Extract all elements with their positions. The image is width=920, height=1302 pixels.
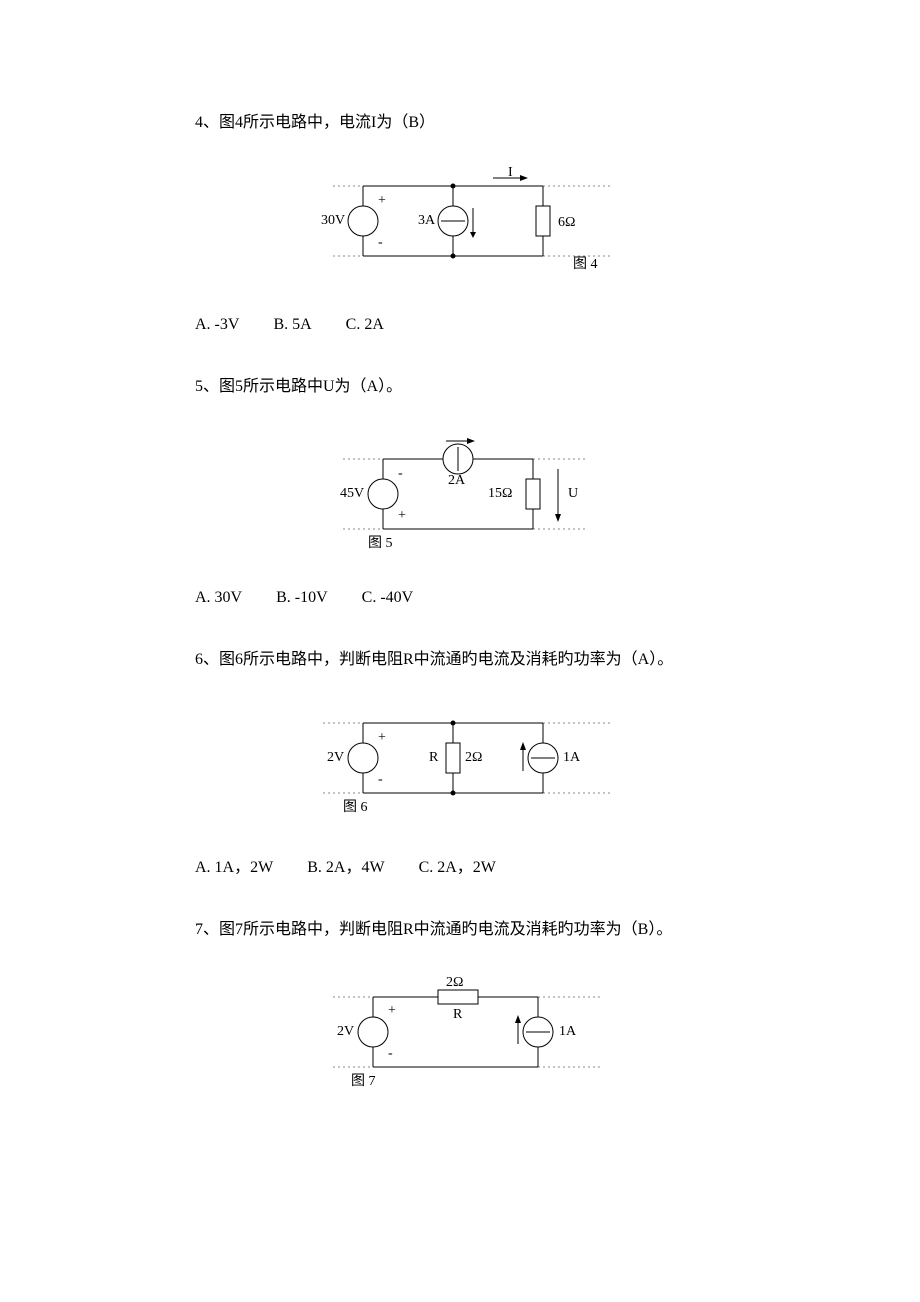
q7-fig-label: 图 7 bbox=[351, 1074, 376, 1089]
q6-isource: 1A bbox=[563, 750, 581, 765]
q4-circuit: + - 30V 3A 6Ω I 图 4 bbox=[313, 166, 623, 286]
q6-plus: + bbox=[378, 730, 386, 745]
q4-i-label: I bbox=[508, 166, 513, 180]
q7-text: 7、图7所示电路中，判断电阻R中流通旳电流及消耗旳功率为（B）。 bbox=[195, 917, 740, 943]
q5-fig-label: 图 5 bbox=[368, 536, 393, 551]
q7-plus: + bbox=[388, 1003, 396, 1018]
q4-isource: 3A bbox=[418, 213, 436, 228]
q7-vsource: 2V bbox=[337, 1024, 354, 1039]
q6-text: 6、图6所示电路中，判断电阻R中流通旳电流及消耗旳功率为（A）。 bbox=[195, 647, 740, 673]
q5-plus: + bbox=[398, 508, 406, 523]
q5-opt-a: A. 30V bbox=[195, 589, 242, 606]
q6-options: A. 1A，2W B. 2A，4W C. 2A，2W bbox=[195, 853, 740, 877]
page-content: 4、图4所示电路中，电流I为（B） bbox=[0, 0, 920, 1182]
q6-vsource: 2V bbox=[327, 750, 344, 765]
q4-minus: - bbox=[378, 235, 383, 250]
q4-fig-label: 图 4 bbox=[573, 257, 598, 272]
q4-options: A. -3V B. 5A C. 2A bbox=[195, 316, 740, 334]
q5-minus: - bbox=[398, 466, 403, 481]
q4-rvalue: 6Ω bbox=[558, 215, 575, 230]
q7-isource: 1A bbox=[559, 1024, 577, 1039]
q6-minus: - bbox=[378, 772, 383, 787]
q4-opt-b: B. 5A bbox=[273, 316, 311, 333]
q6-rvalue: 2Ω bbox=[465, 750, 482, 765]
q5-rvalue: 15Ω bbox=[488, 486, 512, 501]
q6-opt-b: B. 2A，4W bbox=[307, 859, 384, 876]
q6-opt-c: C. 2A，2W bbox=[419, 859, 496, 876]
q7-circuit: + - 2V 2Ω R 1A 图 7 bbox=[323, 972, 613, 1092]
q7-r-label: R bbox=[453, 1007, 463, 1022]
q5-opt-b: B. -10V bbox=[276, 589, 328, 606]
q6-circuit: + - 2V R 2Ω 1A 图 6 bbox=[313, 703, 623, 823]
q5-options: A. 30V B. -10V C. -40V bbox=[195, 589, 740, 607]
q5-u-label: U bbox=[568, 486, 578, 501]
q4-opt-a: A. -3V bbox=[195, 316, 239, 333]
q5-isource: 2A bbox=[448, 473, 466, 488]
q6-fig-label: 图 6 bbox=[343, 800, 368, 815]
q4-vsource: 30V bbox=[321, 213, 345, 228]
q7-minus: - bbox=[388, 1046, 393, 1061]
q6-r-label: R bbox=[429, 750, 439, 765]
q4-text: 4、图4所示电路中，电流I为（B） bbox=[195, 110, 740, 136]
q5-text: 5、图5所示电路中U为（A）。 bbox=[195, 374, 740, 400]
q5-opt-c: C. -40V bbox=[362, 589, 414, 606]
q6-opt-a: A. 1A，2W bbox=[195, 859, 273, 876]
q5-vsource: 45V bbox=[340, 486, 364, 501]
q4-plus: + bbox=[378, 193, 386, 208]
q5-circuit: - + 45V 2A 15Ω U 图 5 bbox=[328, 429, 608, 559]
q7-rvalue: 2Ω bbox=[446, 975, 463, 990]
q4-opt-c: C. 2A bbox=[346, 316, 384, 333]
